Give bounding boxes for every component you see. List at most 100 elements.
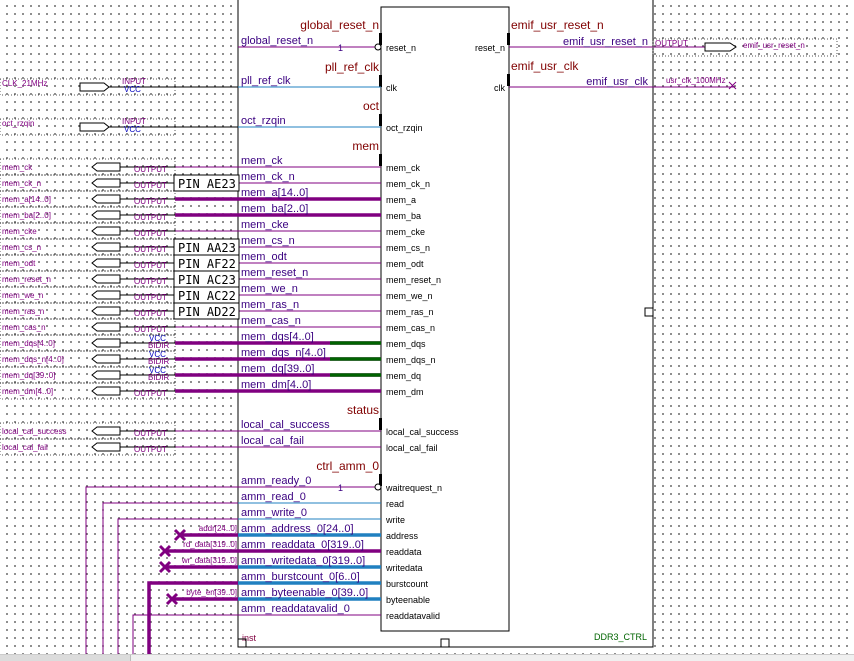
io-type-label: OUTPUT	[134, 445, 167, 454]
net-label: addr[24..0]	[199, 524, 237, 533]
pin-assignment-box[interactable]	[173, 302, 240, 320]
output-pin-name: local_cal_fail	[2, 443, 48, 452]
group-bar	[507, 33, 510, 45]
output-pin-symbol[interactable]	[91, 274, 121, 284]
io-type-label: BIDIR	[148, 357, 170, 366]
pin-dotted-frame	[652, 38, 838, 57]
pin-assignment-box[interactable]	[173, 174, 240, 192]
output-pin-name: mem_dm[4..0]	[2, 387, 53, 396]
signal-label: mem_dqs[4..0]	[241, 331, 314, 343]
no-connect-icon	[728, 81, 737, 90]
output-pin-name: mem_ba[2..0]	[2, 211, 51, 220]
group-label: oct	[363, 99, 380, 113]
corner-handle[interactable]	[237, 638, 247, 648]
output-pin-name: mem_ck_n	[2, 179, 41, 188]
signal-label: mem_dq[39..0]	[241, 363, 314, 375]
output-pin-name: emif_usr_reset_n	[743, 41, 805, 50]
horizontal-scrollbar[interactable]	[0, 654, 854, 661]
pin-dotted-frame	[0, 222, 176, 240]
io-type-label: OUTPUT	[134, 165, 167, 174]
net-label: usr_clk_100MHz	[666, 76, 726, 85]
output-pin-symbol[interactable]	[704, 42, 737, 52]
output-pin-symbol[interactable]	[91, 322, 121, 332]
signal-label: mem_we_n	[241, 283, 298, 295]
port-name: oct_rzqin	[386, 123, 423, 133]
output-pin-symbol[interactable]	[91, 210, 121, 220]
resize-handle-bottom[interactable]	[440, 638, 450, 648]
signal-label: amm_ready_0	[241, 475, 311, 487]
port-name: readdata	[386, 547, 422, 557]
output-pin-symbol[interactable]	[91, 338, 121, 348]
pin-dotted-frame	[0, 382, 176, 400]
input-pin-name: CLK_21MHz	[2, 79, 47, 88]
port-name: writedata	[385, 563, 423, 573]
signal-label: local_cal_fail	[241, 435, 304, 447]
module-inner-box[interactable]	[380, 6, 510, 632]
output-pin-symbol[interactable]	[91, 178, 121, 188]
group-bar	[507, 74, 510, 86]
port-name: reset_n	[386, 43, 416, 53]
output-pin-symbol[interactable]	[91, 442, 121, 452]
net-label: rd_data[319..0]	[183, 540, 237, 549]
output-pin-symbol[interactable]	[91, 242, 121, 252]
output-pin-symbol[interactable]	[91, 290, 121, 300]
port-name: write	[385, 515, 405, 525]
pin-dotted-frame	[0, 334, 176, 352]
output-pin-name: mem_dqs[4..0]	[2, 339, 55, 348]
output-pin-name: mem_ras_n	[2, 307, 44, 316]
scrollbar-thumb[interactable]	[0, 655, 131, 661]
output-pin-name: mem_a[14..0]	[2, 195, 51, 204]
io-type-label: BIDIR	[148, 341, 170, 350]
signal-label: emif_usr_clk	[586, 76, 648, 88]
pin-assignment: PIN_AE23	[178, 177, 236, 191]
pin-dotted-frame	[0, 158, 176, 176]
loop-wire[interactable]	[85, 486, 238, 661]
pin-dotted-frame	[0, 190, 176, 208]
signal-label: mem_odt	[241, 251, 287, 263]
loop-bus[interactable]	[147, 581, 238, 661]
loop-wire[interactable]	[132, 614, 238, 661]
signal-label: mem_dm[4..0]	[241, 379, 311, 391]
output-pin-symbol[interactable]	[91, 426, 121, 436]
group-label: emif_usr_clk	[511, 59, 579, 73]
group-label: global_reset_n	[300, 18, 379, 32]
no-connect-icon	[165, 592, 179, 606]
group-bar	[379, 418, 382, 430]
pin-dotted-frame	[0, 78, 176, 96]
output-pin-symbol[interactable]	[91, 226, 121, 236]
port-name: waitrequest_n	[385, 483, 442, 493]
output-pin-symbol[interactable]	[91, 162, 121, 172]
signal-label: mem_ba[2..0]	[241, 203, 308, 215]
output-pin-name: local_cal_success	[2, 427, 66, 436]
signal-label: amm_address_0[24..0]	[241, 523, 354, 535]
input-pin-symbol[interactable]	[79, 122, 110, 132]
pin-dotted-frame	[0, 422, 176, 440]
port-name: mem_cs_n	[386, 243, 430, 253]
output-pin-symbol[interactable]	[91, 194, 121, 204]
output-pin-symbol[interactable]	[91, 386, 121, 396]
input-pin-symbol[interactable]	[79, 82, 110, 92]
loop-wire[interactable]	[102, 502, 238, 661]
output-pin-symbol[interactable]	[91, 354, 121, 364]
constant-value: 1	[338, 43, 343, 53]
entity-name: DDR3_CTRL	[594, 632, 647, 642]
default-value: VCC	[124, 125, 141, 134]
resize-handle-right[interactable]	[644, 307, 654, 317]
signal-label: mem_ck	[241, 155, 283, 167]
port-name: local_cal_success	[386, 427, 459, 437]
port-name: mem_we_n	[386, 291, 433, 301]
group-bar	[379, 474, 382, 486]
io-type-label: OUTPUT	[134, 245, 167, 254]
output-pin-symbol[interactable]	[91, 370, 121, 380]
io-type-label: OUTPUT	[134, 293, 167, 302]
output-pin-symbol[interactable]	[91, 258, 121, 268]
group-bar	[379, 33, 382, 45]
loop-wire[interactable]	[117, 518, 238, 661]
default-value: VCC	[149, 350, 166, 359]
output-pin-symbol[interactable]	[91, 306, 121, 316]
net-label: byte_en[39..0]	[186, 588, 237, 597]
io-type-label: OUTPUT	[134, 309, 167, 318]
port-name: burstcount	[386, 579, 429, 589]
